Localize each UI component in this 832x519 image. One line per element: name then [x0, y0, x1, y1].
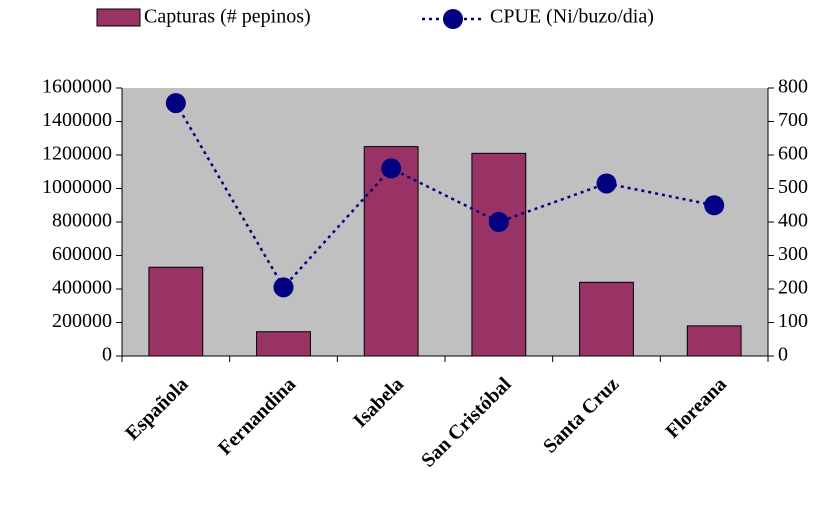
y-tick-label: 400000	[52, 277, 112, 299]
y2-tick-label: 100	[778, 310, 808, 332]
bar	[471, 152, 527, 357]
line-marker	[704, 195, 725, 216]
legend-swatch	[96, 8, 141, 27]
y-tick-label: 600000	[52, 243, 112, 265]
line-marker	[273, 277, 294, 298]
y-tick-label: 200000	[52, 310, 112, 332]
x-tick-label: Fernandina	[214, 373, 300, 459]
y2-tick-label: 200	[778, 277, 808, 299]
x-tick-label: Española	[121, 373, 192, 444]
y-tick-label: 0	[102, 344, 112, 366]
y-tick-label: 1400000	[42, 109, 112, 131]
legend-label: Capturas (# pepinos)	[144, 6, 311, 28]
bar	[363, 146, 419, 357]
y-tick-label: 1200000	[42, 143, 112, 165]
plot-area	[122, 88, 768, 356]
y-tick-label: 1600000	[42, 76, 112, 98]
line-marker	[165, 93, 186, 114]
y2-tick-label: 700	[778, 109, 808, 131]
y-tick-label: 1000000	[42, 176, 112, 198]
y-tick-label: 800000	[52, 210, 112, 232]
y2-tick-label: 0	[778, 344, 788, 366]
bar	[579, 281, 634, 357]
line-marker	[488, 212, 509, 232]
line-marker	[596, 173, 617, 194]
y2-tick-label: 600	[778, 143, 808, 165]
x-tick-label: Isabela	[349, 373, 408, 432]
legend-marker	[443, 9, 463, 29]
bar	[686, 325, 742, 357]
y2-tick-label: 800	[778, 76, 808, 98]
y2-tick-label: 500	[778, 176, 808, 198]
x-tick-label: Santa Cruz	[539, 373, 623, 457]
legend-label: CPUE (Ni/buzo/dia)	[490, 6, 654, 28]
line	[174, 102, 715, 290]
x-tick-label: San Cristóbal	[417, 373, 516, 472]
y2-tick-label: 300	[778, 243, 808, 265]
line-marker	[381, 158, 402, 179]
bar	[256, 331, 311, 357]
y2-tick-label: 400	[778, 210, 808, 232]
bar	[148, 266, 204, 357]
x-tick-label: Floreana	[661, 373, 731, 443]
